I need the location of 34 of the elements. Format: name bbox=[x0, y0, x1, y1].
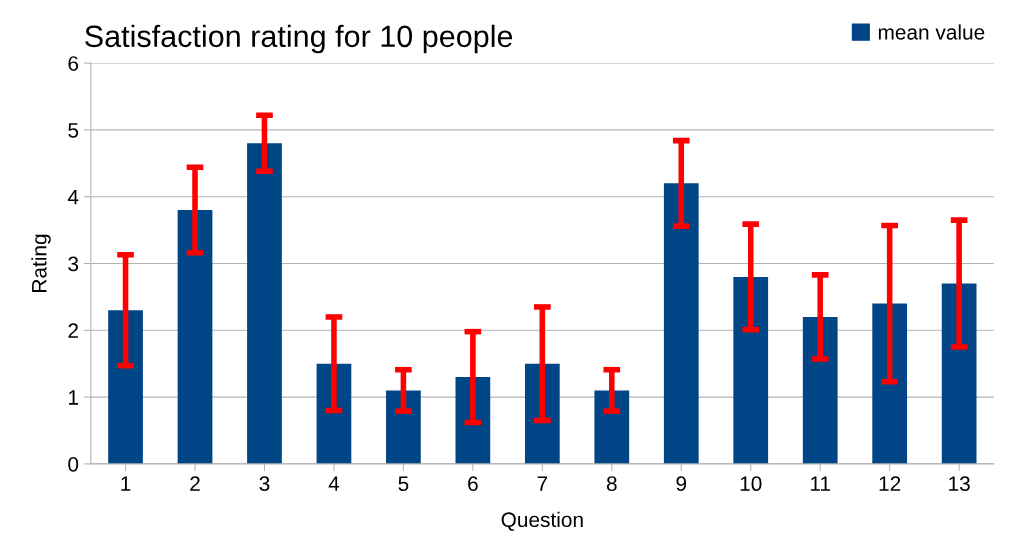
bar bbox=[941, 283, 977, 464]
bar bbox=[663, 183, 699, 464]
x-tick-label: 6 bbox=[468, 476, 478, 492]
y-tick-label: 4 bbox=[67, 189, 79, 205]
bar bbox=[733, 276, 769, 464]
x-tick-label: 12 bbox=[879, 476, 901, 491]
y-axis-title: Rating bbox=[31, 234, 51, 292]
x-tick-label: 4 bbox=[328, 476, 340, 491]
x-tick-label: 1 bbox=[121, 476, 131, 491]
legend-label: mean value bbox=[878, 24, 985, 40]
x-tick-label: 7 bbox=[537, 476, 548, 491]
bar bbox=[802, 316, 838, 464]
x-tick-label: 3 bbox=[259, 476, 270, 492]
x-axis-title: Question bbox=[501, 511, 583, 531]
bar bbox=[594, 390, 630, 464]
x-tick-label: 13 bbox=[949, 476, 970, 492]
bar bbox=[247, 143, 282, 464]
x-tick-label: 11 bbox=[810, 476, 830, 491]
y-tick-label: 5 bbox=[68, 123, 79, 138]
x-tick-label: 5 bbox=[398, 476, 409, 492]
y-tick-label: 6 bbox=[68, 56, 79, 71]
bar bbox=[108, 310, 143, 464]
bar bbox=[177, 210, 213, 464]
x-tick-label: 9 bbox=[676, 476, 687, 492]
y-tick-label: 2 bbox=[68, 323, 78, 338]
x-tick-label: 10 bbox=[740, 476, 762, 492]
y-tick-label: 3 bbox=[68, 256, 79, 272]
bar bbox=[872, 303, 908, 464]
chart-title: Satisfaction rating for 10 people bbox=[85, 24, 513, 54]
x-tick-label: 2 bbox=[190, 476, 200, 491]
bar bbox=[386, 390, 421, 464]
y-tick-label: 1 bbox=[69, 390, 78, 405]
y-tick-label: 0 bbox=[68, 456, 79, 472]
x-tick-label: 8 bbox=[606, 476, 617, 492]
